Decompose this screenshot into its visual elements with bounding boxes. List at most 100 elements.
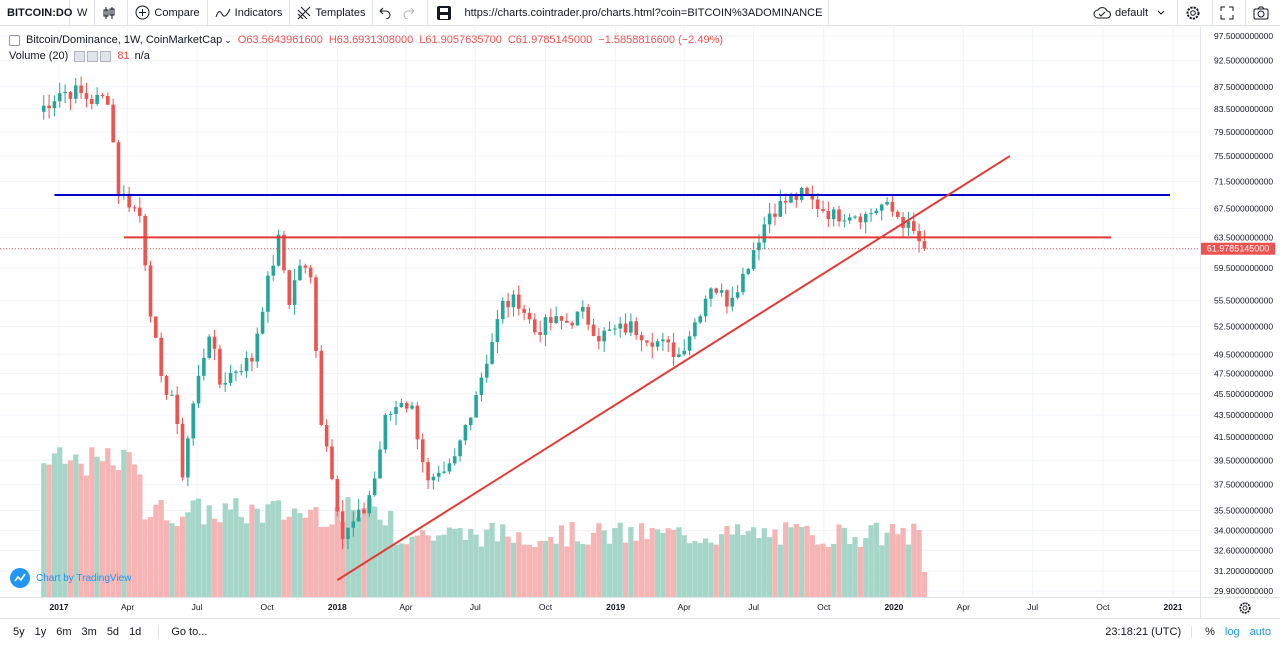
price-tick-label: 47.5000000000 <box>1214 369 1273 379</box>
volume-bar <box>105 448 111 597</box>
eye-icon[interactable] <box>74 50 86 62</box>
volume-bar <box>815 544 821 597</box>
candle-body <box>346 527 350 540</box>
range-button-6m[interactable]: 6m <box>56 626 72 638</box>
volume-bar <box>537 540 543 597</box>
candle-body <box>762 224 767 243</box>
candle-body <box>362 509 366 514</box>
candle-body <box>767 213 772 225</box>
candle-body <box>255 333 260 362</box>
percent-toggle[interactable]: % <box>1205 626 1215 638</box>
volume-bar <box>905 544 912 597</box>
volume-bar <box>51 453 58 597</box>
price-tick-label: 29.9000000000 <box>1214 586 1273 596</box>
candle-body <box>404 402 409 409</box>
legend-collapse-icon[interactable] <box>9 34 20 46</box>
close-icon[interactable] <box>100 50 112 62</box>
volume-label[interactable]: Volume (20) <box>9 50 69 62</box>
price-chart[interactable]: 97.5000000000 92.5000000000 87.5000000000 8… <box>0 27 1280 618</box>
symbol-search[interactable]: BITCOIN:DO <box>0 0 73 26</box>
interval-button[interactable]: W <box>70 0 96 26</box>
chevron-down-icon[interactable]: ⌄ <box>224 35 232 45</box>
volume-bar <box>46 464 52 597</box>
chart-style-button[interactable] <box>95 0 129 26</box>
layout-select[interactable]: default <box>1086 0 1177 26</box>
candle-body <box>452 456 457 464</box>
volume-bar <box>553 543 559 597</box>
candle-body <box>741 273 745 293</box>
volume-bar <box>195 498 202 597</box>
range-button-5d[interactable]: 5d <box>106 626 120 638</box>
price-tick-label: 92.5000000000 <box>1214 56 1273 66</box>
volume-bar <box>67 460 74 597</box>
candle-body <box>677 354 681 358</box>
candle-body <box>522 308 526 313</box>
volume-bar <box>767 537 773 597</box>
symbol-label: BITCOIN:DO <box>7 6 73 19</box>
volume-bar <box>521 544 527 597</box>
candle-body <box>613 328 617 330</box>
volume-bar <box>292 508 298 597</box>
candle-body <box>863 214 868 223</box>
snapshot-button[interactable] <box>1245 0 1280 26</box>
volume-bar <box>468 528 474 597</box>
candle-body <box>266 275 270 312</box>
volume-bar <box>158 499 164 597</box>
volume-bar <box>825 546 831 597</box>
templates-button[interactable]: Templates <box>290 0 374 26</box>
trend-line-drawing <box>336 155 1011 581</box>
candle-body <box>314 277 318 351</box>
save-button[interactable] <box>428 0 460 26</box>
volume-bar <box>420 530 426 597</box>
candle-body <box>532 319 537 333</box>
candle-body <box>68 91 73 99</box>
candle-body <box>335 479 340 512</box>
log-toggle[interactable]: log <box>1224 626 1240 638</box>
gear-icon[interactable] <box>87 50 99 62</box>
candle-body <box>714 288 719 293</box>
volume-bar <box>777 544 783 597</box>
range-button-1y[interactable]: 1y <box>34 626 47 638</box>
volume-bar <box>441 534 447 597</box>
settings-button[interactable] <box>1177 0 1212 26</box>
redo-button[interactable] <box>399 0 429 26</box>
price-tick-label: 43.5000000000 <box>1214 410 1273 420</box>
candle-body <box>490 342 494 364</box>
volume-bar <box>393 544 399 597</box>
range-button-1d[interactable]: 1d <box>129 626 142 638</box>
candle-body <box>826 210 831 220</box>
fullscreen-button[interactable] <box>1212 0 1245 26</box>
candle-body <box>693 322 697 337</box>
range-button-5y[interactable]: 5y <box>13 626 25 638</box>
legend-title[interactable]: Bitcoin/Dominance, 1W, CoinMarketCap <box>26 34 223 46</box>
volume-bar <box>921 572 928 597</box>
volume-bar <box>185 512 191 597</box>
candle-body <box>447 463 452 472</box>
range-button-3m[interactable]: 3m <box>81 626 97 638</box>
volume-bar <box>628 527 634 597</box>
indicators-button[interactable]: Indicators <box>208 0 291 26</box>
volume-controls[interactable] <box>74 48 113 64</box>
undo-button[interactable] <box>373 0 399 26</box>
volume-bar <box>190 500 196 597</box>
goto-button[interactable]: Go to... <box>158 626 207 638</box>
candle-body <box>239 371 244 373</box>
candle-body <box>730 297 735 307</box>
volume-bar <box>676 527 682 597</box>
bottom-toolbar: 5y 1y 6m 3m 5d 1d Go to... 23:18:21 (UTC) % l… <box>0 618 1280 645</box>
price-tick-label: 59.5000000000 <box>1214 263 1273 273</box>
candle-body <box>890 202 895 212</box>
candle-body <box>394 407 398 414</box>
volume-bar <box>745 531 751 597</box>
volume-bar <box>243 523 250 597</box>
volume-bar <box>895 534 901 597</box>
auto-toggle[interactable]: auto <box>1249 626 1271 638</box>
tradingview-watermark[interactable]: Chart by TradingView <box>10 568 131 588</box>
legend-change: −1.5858816600 (−2.49%) <box>598 34 724 46</box>
time-tick-label: Oct <box>1096 602 1110 612</box>
candle-body <box>298 265 302 281</box>
candle-body <box>725 290 729 307</box>
time-axis-settings-button[interactable] <box>1239 602 1251 614</box>
compare-button[interactable]: Compare <box>128 0 208 26</box>
volume-bar <box>542 540 549 597</box>
